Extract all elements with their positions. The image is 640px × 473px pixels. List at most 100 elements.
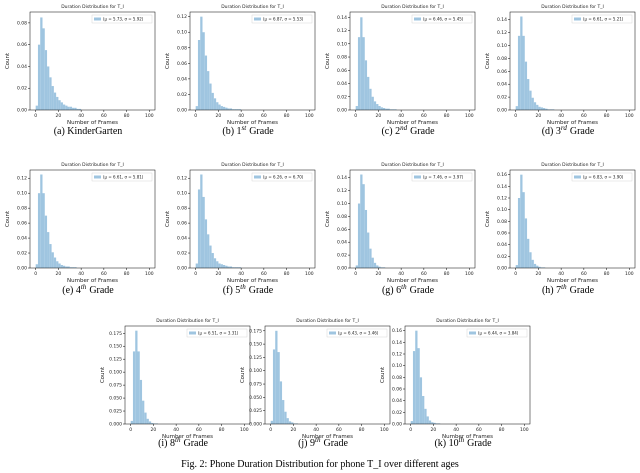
caption-rest: Grade (570, 126, 595, 137)
bar (72, 267, 75, 268)
bar (74, 107, 77, 110)
caption-text: (h) 7 (542, 285, 561, 296)
axes-frame (124, 325, 251, 425)
x-axis-label: Number of Frames (227, 120, 278, 126)
x-axis-label: Number of Frames (67, 278, 118, 284)
bar (62, 104, 66, 110)
caption-superscript: th (240, 283, 246, 291)
bar (207, 234, 210, 268)
legend-label: (μ = 6.61, σ = 5.21) (583, 17, 624, 22)
panel-caption: (a) KinderGarten (54, 126, 123, 137)
panel-caption: (i) 8th Grade (158, 436, 208, 449)
bar (238, 109, 242, 110)
y-tick-label: 0.06 (17, 42, 27, 48)
x-axis-label: Number of Frames (547, 120, 598, 126)
bar (520, 174, 523, 268)
y-tick-label: 0.10 (497, 207, 507, 213)
bar (53, 92, 57, 110)
legend-label: (μ = 6.61, σ = 5.81) (103, 175, 144, 180)
y-tick-label: 0.04 (337, 81, 347, 87)
bar (357, 203, 361, 268)
panel-caption: (e) 4th Grade (62, 283, 114, 296)
bar (69, 106, 73, 110)
bar (536, 104, 539, 110)
legend-swatch (254, 175, 261, 179)
x-tick-label: 100 (520, 427, 529, 433)
bar (37, 193, 41, 268)
bar (56, 261, 59, 268)
y-tick-label: 0.08 (337, 55, 347, 61)
bar (538, 106, 541, 110)
bar (277, 352, 280, 424)
y-tick-label: 0.00 (177, 266, 187, 272)
x-tick-label: 20 (56, 271, 62, 277)
y-tick-label: 0.04 (392, 398, 402, 404)
x-tick-label: 80 (604, 113, 610, 119)
x-tick-label: 60 (581, 271, 587, 277)
bar (142, 400, 145, 424)
legend-swatch (574, 175, 581, 179)
bar (153, 423, 156, 424)
bar (204, 55, 208, 110)
x-tick-label: 60 (476, 427, 482, 433)
panel-caption: (g) 6th Grade (382, 283, 435, 296)
legend-swatch (329, 331, 336, 335)
x-tick-label: 0 (34, 113, 37, 119)
bar (392, 109, 395, 110)
y-tick-label: 0.04 (337, 240, 347, 246)
bar (35, 105, 38, 110)
y-tick-label: 0.04 (17, 236, 27, 242)
chart-title: Duration Distribution for T_I (381, 162, 444, 168)
bar (428, 420, 432, 424)
legend-label: (μ = 7.46, σ = 3.97) (423, 175, 464, 180)
bar (202, 196, 205, 268)
y-tick-label: 0.06 (392, 387, 402, 393)
chart-title: Duration Distribution for T_I (156, 318, 219, 324)
x-tick-label: 60 (261, 113, 267, 119)
x-tick-label: 80 (124, 113, 130, 119)
caption-rest: Grade (249, 126, 274, 137)
bar (58, 100, 61, 110)
bar (200, 174, 203, 268)
bar (35, 264, 38, 268)
y-axis-label: Count (380, 366, 386, 383)
bar (422, 396, 425, 424)
bar (552, 109, 555, 110)
bar (360, 17, 363, 111)
y-tick-label: 0.00 (497, 266, 507, 272)
bar (51, 86, 54, 110)
x-tick-label: 20 (376, 113, 382, 119)
caption-superscript: th (459, 436, 465, 444)
legend-box (571, 172, 633, 182)
x-axis-label: Number of Frames (387, 278, 438, 284)
axes-frame (349, 11, 476, 111)
axes-frame (189, 169, 316, 269)
y-tick-label: 0.025 (249, 408, 262, 414)
y-tick-label: 0.075 (109, 383, 122, 389)
bar (40, 174, 43, 268)
bar (53, 257, 57, 268)
bar (515, 106, 518, 110)
x-tick-label: 0 (354, 113, 357, 119)
axes-frame (29, 169, 156, 269)
bar (78, 108, 82, 110)
bar (234, 109, 237, 110)
panel-caption: (k) 10th Grade (434, 436, 492, 449)
bar (369, 88, 372, 110)
bar (234, 267, 237, 268)
y-tick-label: 0.00 (337, 266, 347, 272)
y-tick-label: 0.000 (249, 422, 262, 428)
bar (229, 266, 233, 268)
bar (216, 102, 219, 110)
x-tick-label: 40 (398, 113, 404, 119)
axes-frame (29, 11, 156, 111)
chart-title: Duration Distribution for T_I (541, 4, 604, 10)
legend-swatch (414, 17, 421, 21)
bar (204, 219, 208, 268)
x-tick-label: 100 (625, 271, 634, 277)
bar (49, 77, 52, 110)
x-tick-label: 20 (536, 113, 542, 119)
x-tick-label: 40 (558, 271, 564, 277)
bar (288, 421, 292, 424)
bar (529, 90, 532, 110)
